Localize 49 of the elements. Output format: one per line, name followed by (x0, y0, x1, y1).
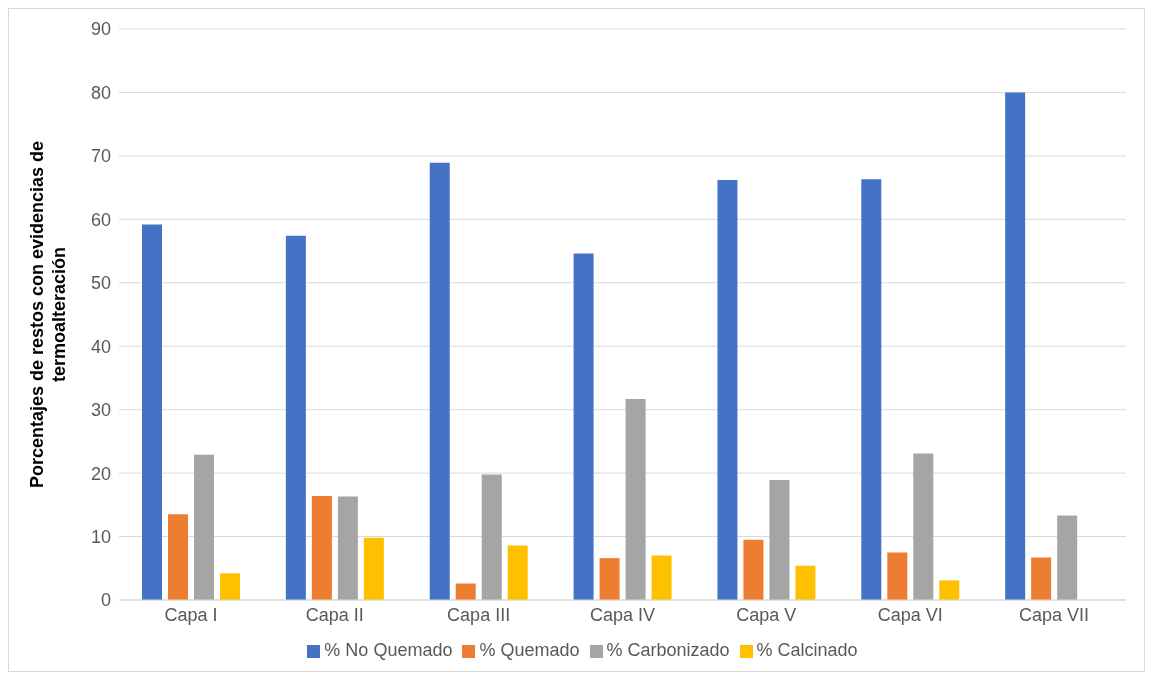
bar (743, 539, 764, 600)
x-tick-label: Capa III (447, 604, 511, 625)
bar (913, 453, 934, 600)
y-tick-label: 10 (90, 526, 111, 547)
bar (337, 496, 358, 600)
y-tick-label: 20 (90, 463, 111, 484)
bar (363, 537, 384, 600)
bar (625, 398, 646, 600)
x-tick-label: Capa IV (589, 604, 656, 625)
bar (429, 162, 450, 600)
y-tick-label: 30 (90, 400, 111, 421)
y-tick-label: 80 (90, 82, 111, 103)
bar (769, 480, 790, 600)
y-tick-label: 50 (90, 273, 111, 294)
x-tick-label: Capa V (736, 604, 797, 625)
bar (861, 179, 882, 600)
bar (651, 555, 672, 600)
x-tick-label: Capa I (164, 604, 218, 625)
bar (142, 224, 163, 600)
y-tick-label: 40 (90, 336, 111, 357)
bar (573, 253, 594, 600)
bar (795, 565, 816, 600)
bar (311, 495, 332, 600)
bar (887, 552, 908, 600)
bar (1005, 92, 1026, 600)
legend-label: % No Quemado (324, 640, 453, 660)
bar (507, 545, 528, 600)
bar (455, 583, 476, 600)
legend-label: % Calcinado (756, 640, 858, 660)
y-tick-label: 60 (90, 209, 111, 230)
bar (717, 180, 738, 600)
y-tick-label: 90 (90, 19, 111, 40)
bar (599, 558, 620, 600)
bar (1031, 557, 1052, 600)
bar (168, 514, 189, 600)
y-axis-title: Porcentajes de restos con evidencias de termoalteración (27, 140, 69, 489)
x-tick-label: Capa II (305, 604, 364, 625)
x-tick-label: Capa VI (877, 604, 943, 625)
bar (285, 235, 306, 600)
legend-label: % Quemado (479, 640, 580, 660)
bar (1057, 515, 1078, 600)
y-tick-label: 0 (100, 590, 111, 611)
bar (220, 573, 241, 600)
bar (939, 580, 960, 600)
x-tick-label: Capa VII (1019, 604, 1090, 625)
bar (194, 454, 215, 600)
bar (481, 474, 502, 600)
legend-label: % Carbonizado (606, 640, 730, 660)
y-tick-label: 70 (90, 146, 111, 167)
